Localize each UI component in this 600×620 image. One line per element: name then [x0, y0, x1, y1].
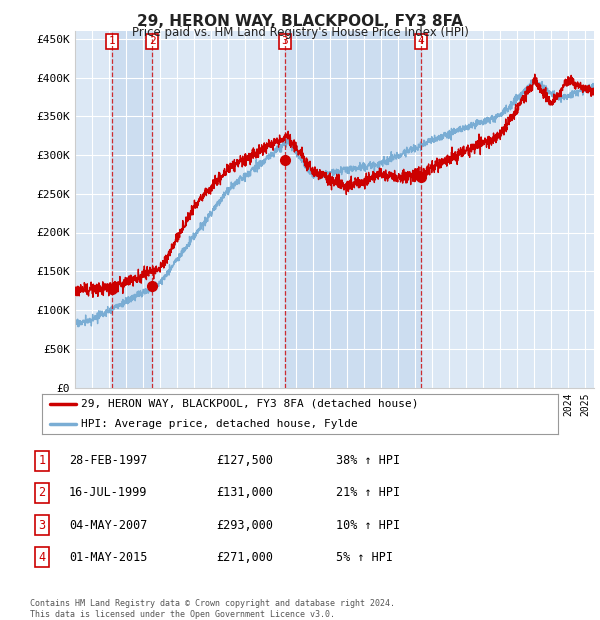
Text: 10% ↑ HPI: 10% ↑ HPI	[336, 519, 400, 531]
Text: 3: 3	[281, 37, 289, 46]
Text: £271,000: £271,000	[216, 551, 273, 564]
Text: 1: 1	[38, 454, 46, 467]
Text: 4: 4	[38, 551, 46, 564]
Text: 5% ↑ HPI: 5% ↑ HPI	[336, 551, 393, 564]
Text: 29, HERON WAY, BLACKPOOL, FY3 8FA: 29, HERON WAY, BLACKPOOL, FY3 8FA	[137, 14, 463, 29]
Text: 28-FEB-1997: 28-FEB-1997	[69, 454, 148, 467]
Text: 16-JUL-1999: 16-JUL-1999	[69, 487, 148, 499]
Text: £127,500: £127,500	[216, 454, 273, 467]
Text: 2: 2	[149, 37, 155, 46]
Text: £131,000: £131,000	[216, 487, 273, 499]
Text: 29, HERON WAY, BLACKPOOL, FY3 8FA (detached house): 29, HERON WAY, BLACKPOOL, FY3 8FA (detac…	[80, 399, 418, 409]
Text: HPI: Average price, detached house, Fylde: HPI: Average price, detached house, Fyld…	[80, 419, 358, 429]
Text: £293,000: £293,000	[216, 519, 273, 531]
Text: 21% ↑ HPI: 21% ↑ HPI	[336, 487, 400, 499]
Text: 01-MAY-2015: 01-MAY-2015	[69, 551, 148, 564]
Bar	[285, 31, 421, 388]
Text: Contains HM Land Registry data © Crown copyright and database right 2024.
This d: Contains HM Land Registry data © Crown c…	[30, 600, 395, 619]
Text: Price paid vs. HM Land Registry's House Price Index (HPI): Price paid vs. HM Land Registry's House …	[131, 26, 469, 39]
Text: 4: 4	[418, 37, 424, 46]
Bar	[112, 31, 152, 388]
Text: 1: 1	[109, 37, 115, 46]
Text: 3: 3	[38, 519, 46, 531]
Text: 2: 2	[38, 487, 46, 499]
Text: 38% ↑ HPI: 38% ↑ HPI	[336, 454, 400, 467]
Text: 04-MAY-2007: 04-MAY-2007	[69, 519, 148, 531]
